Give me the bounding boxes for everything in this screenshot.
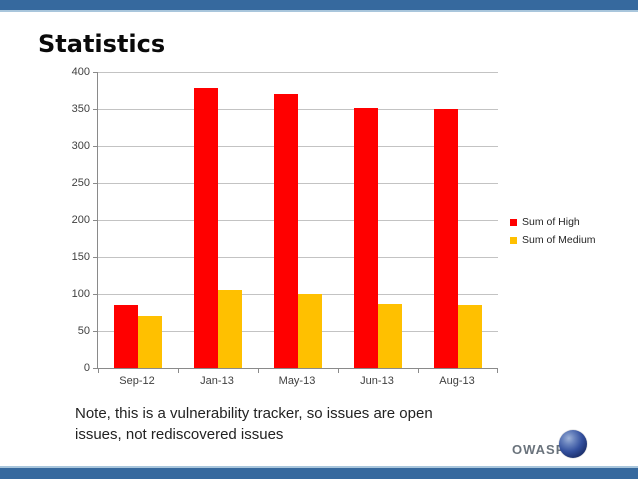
x-axis-tick [418,368,419,373]
x-axis-label-sep-12: Sep-12 [119,375,155,387]
gridline-300 [98,146,498,147]
bar-sum-of-high-jan-13 [194,88,218,368]
gridline-250 [98,183,498,184]
y-axis-tick-label: 350 [71,103,90,115]
gridline-200 [98,220,498,221]
bar-sum-of-high-aug-13 [434,109,458,368]
x-axis-label-jun-13: Jun-13 [360,375,394,387]
y-axis-tick [93,368,98,369]
x-axis-tick [178,368,179,373]
x-axis-tick [338,368,339,373]
x-axis-tick [258,368,259,373]
x-axis-tick [98,368,99,373]
owasp-logo-text: OWASP [512,442,566,457]
y-axis-tick-label: 0 [83,362,90,374]
x-axis-label-jan-13: Jan-13 [200,375,234,387]
y-axis-tick-label: 150 [71,251,90,263]
y-axis-tick-label: 50 [77,325,90,337]
gridline-400 [98,72,498,73]
legend-marker-sum-of-high [510,218,517,226]
x-axis-labels: Sep-12 Jan-13 May-13 Jun-13 Aug-13 [97,375,497,389]
bar-sum-of-medium-aug-13 [458,305,482,368]
slide-top-border [0,0,638,12]
gridline-350 [98,109,498,110]
y-axis-tick [93,72,98,73]
legend-item-sum-of-high: Sum of High [510,213,596,231]
legend-label-sum-of-high: Sum of High [522,215,580,228]
y-axis-tick [93,331,98,332]
slide-title: Statistics [38,30,166,58]
gridline-150 [98,257,498,258]
y-axis-tick [93,109,98,110]
note-text: Note, this is a vulnerability tracker, s… [75,405,433,443]
slide-bottom-border [0,466,638,479]
y-axis-tick [93,257,98,258]
bar-sum-of-high-sep-12 [114,305,138,368]
y-axis-tick [93,183,98,184]
legend-item-sum-of-medium: Sum of Medium [510,231,596,249]
bar-sum-of-medium-may-13 [298,294,322,368]
bar-chart-plot-area [93,72,498,373]
y-axis-tick-label: 250 [71,177,90,189]
bar-sum-of-medium-sep-12 [138,316,162,368]
legend-label-sum-of-medium: Sum of Medium [522,233,596,246]
y-axis-tick [93,220,98,221]
bar-sum-of-high-jun-13 [354,107,378,368]
legend-marker-sum-of-medium [510,236,517,244]
y-axis-tick [93,294,98,295]
owasp-globe-icon [559,430,587,458]
y-axis-tick-label: 400 [71,66,90,78]
y-axis-tick-label: 200 [71,214,90,226]
y-axis-labels: 0 50 100 150 200 250 300 350 400 [40,66,90,374]
bar-sum-of-medium-jan-13 [218,290,242,368]
y-axis-tick-label: 300 [71,140,90,152]
x-axis-tick [497,368,498,373]
owasp-logo: OWASP [512,430,622,460]
chart-legend: Sum of High Sum of Medium [510,213,596,249]
bar-sum-of-medium-jun-13 [378,303,402,368]
y-axis-tick [93,146,98,147]
bar-sum-of-high-may-13 [274,94,298,368]
x-axis-label-may-13: May-13 [278,375,316,387]
x-axis-label-aug-13: Aug-13 [439,375,475,387]
y-axis-tick-label: 100 [71,288,90,300]
